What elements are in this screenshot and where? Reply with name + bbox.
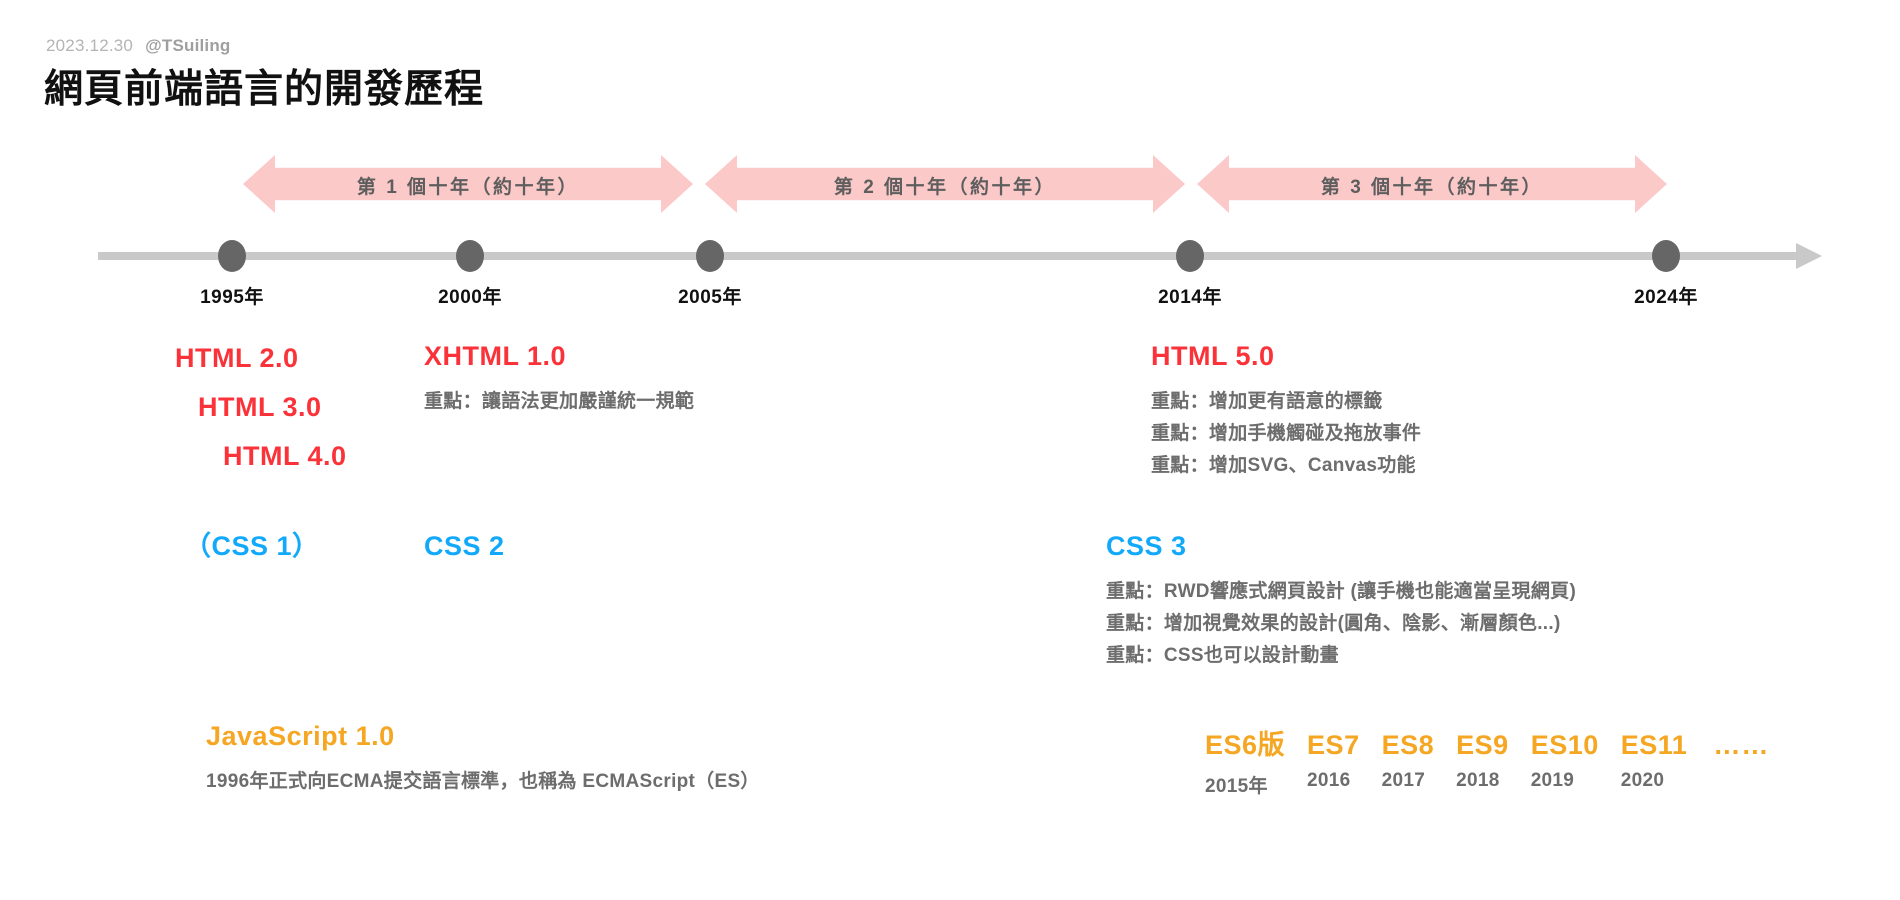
css2-title: CSS 2 <box>424 531 505 561</box>
es-version-9-year: 2018 <box>1456 770 1500 791</box>
es-version-8-name: ES8 <box>1381 730 1435 760</box>
page-title: 網頁前端語言的開發歷程 <box>44 68 485 111</box>
css3-block: CSS 3 重點：RWD響應式網頁設計 (讓手機也能適當呈現網頁) 重點：增加視… <box>1106 533 1576 672</box>
es-version-10-year: 2019 <box>1530 770 1575 791</box>
timeline-node-dot-2005 <box>696 240 724 272</box>
decade-arrow-2-label: 第 2 個十年（約十年） <box>833 176 1057 198</box>
es-version-9-name: ES9 <box>1456 730 1509 760</box>
timeline-node-label-2000: 2000年 <box>438 287 502 308</box>
es-version-11-year: 2020 <box>1620 770 1665 791</box>
html5-note-3: 重點：增加SVG、Canvas功能 <box>1151 454 1416 476</box>
es-versions-row: ES6版 2015年 ES7 2016 ES8 2017 ES9 2018 ES… <box>1205 723 1769 798</box>
es-version-9: ES9 2018 <box>1456 730 1509 792</box>
decade-arrow-1: 第 1 個十年（約十年） <box>243 155 693 213</box>
decade-arrow-3-label: 第 3 個十年（約十年） <box>1320 176 1544 198</box>
timeline-node-label-2014: 2014年 <box>1158 287 1222 308</box>
decade-arrow-band: 第 1 個十年（約十年） 第 2 個十年（約十年） 第 3 個十年（約十年） <box>0 155 1900 213</box>
xhtml-note-1: 重點：讓語法更加嚴謹統一規範 <box>424 391 695 412</box>
es-version-7-year: 2016 <box>1307 770 1351 791</box>
html-version-4: HTML 4.0 <box>223 441 347 471</box>
byline-date: 2023.12.30 <box>46 36 134 55</box>
es-version-6-year: 2015年 <box>1205 776 1268 797</box>
es-version-11: ES11 2020 <box>1621 730 1688 792</box>
css3-note-1: 重點：RWD響應式網頁設計 (讓手機也能適當呈現網頁) <box>1106 581 1577 602</box>
es-version-11-name: ES11 <box>1620 730 1688 760</box>
javascript-block: JavaScript 1.0 1996年正式向ECMA提交語言標準，也稱為 EC… <box>206 723 760 798</box>
es-version-6-name: ES6版 <box>1205 730 1286 760</box>
css3-note-2: 重點：增加視覺效果的設計(圓角、陰影、漸層顏色...) <box>1106 612 1561 634</box>
css3-title: CSS 3 <box>1106 531 1187 561</box>
es-version-8-year: 2017 <box>1381 770 1426 791</box>
decade-arrow-2: 第 2 個十年（約十年） <box>705 155 1185 213</box>
timeline-node-dot-2024 <box>1652 240 1680 272</box>
html5-title: HTML 5.0 <box>1151 341 1275 371</box>
byline: 2023.12.30 @TSuiling <box>46 36 231 56</box>
es-version-7: ES7 2016 <box>1307 730 1360 792</box>
es-version-7-name: ES7 <box>1307 730 1360 760</box>
javascript-note-1: 1996年正式向ECMA提交語言標準，也稱為 ECMAScript（ES） <box>206 771 760 792</box>
es-version-10: ES10 2019 <box>1531 730 1599 792</box>
html-version-3: HTML 3.0 <box>198 392 322 422</box>
xhtml-title: XHTML 1.0 <box>424 341 567 371</box>
xhtml-block: XHTML 1.0 重點：讓語法更加嚴謹統一規範 <box>424 343 694 418</box>
timeline-node-dot-1995 <box>218 240 246 272</box>
javascript-title: JavaScript 1.0 <box>206 721 395 751</box>
css1-title: （CSS 1） <box>184 531 320 561</box>
timeline-node-label-1995: 1995年 <box>200 287 264 308</box>
es-version-10-name: ES10 <box>1530 730 1599 760</box>
timeline-arrow-icon <box>1796 243 1822 269</box>
timeline-node-dot-2014 <box>1176 240 1204 272</box>
decade-arrow-1-label: 第 1 個十年（約十年） <box>356 176 580 198</box>
es-versions-ellipsis: …… <box>1713 730 1770 760</box>
es-version-6: ES6版 2015年 <box>1205 723 1285 798</box>
html5-block: HTML 5.0 重點：增加更有語意的標籤 重點：增加手機觸碰及拖放事件 重點：… <box>1151 343 1421 482</box>
timeline-node-dot-2000 <box>456 240 484 272</box>
html5-note-2: 重點：增加手機觸碰及拖放事件 <box>1151 422 1422 444</box>
decade-arrow-3: 第 3 個十年（約十年） <box>1197 155 1667 213</box>
timeline-node-label-2005: 2005年 <box>678 287 742 308</box>
html5-note-1: 重點：增加更有語意的標籤 <box>1151 391 1383 412</box>
css3-note-3: 重點：CSS也可以設計動畫 <box>1106 644 1339 666</box>
html-version-2: HTML 2.0 <box>175 343 299 373</box>
es-version-8: ES8 2017 <box>1382 730 1435 792</box>
timeline-axis <box>98 252 1798 260</box>
timeline-node-label-2024: 2024年 <box>1634 287 1698 308</box>
byline-handle: @TSuiling <box>145 36 231 55</box>
